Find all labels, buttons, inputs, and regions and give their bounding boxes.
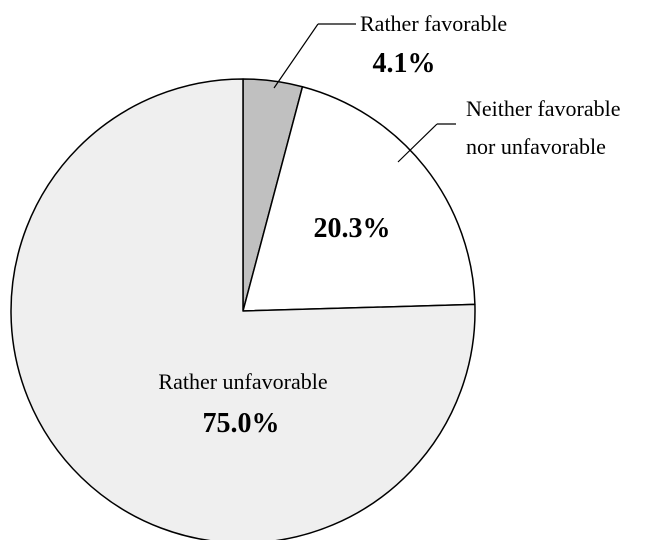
pie-slices: [10, 78, 476, 540]
slice-label-neither-line2: nor unfavorable: [466, 134, 606, 159]
slice-value-rather-favorable: 4.1%: [373, 48, 436, 79]
slice-value-rather-unfavorable: 75.0%: [203, 408, 280, 439]
pie-slice-neither-favorable-nor-unfavorable: [242, 86, 476, 312]
slice-label-rather-unfavorable: Rather unfavorable: [158, 369, 327, 394]
pie-slice-rather-unfavorable: [10, 78, 476, 540]
leader-line-rather-favorable: [273, 23, 319, 89]
leader-line-neither: [397, 123, 438, 163]
slice-label-neither-line1: Neither favorable: [466, 96, 621, 121]
slice-label-rather-favorable: Rather favorable: [360, 11, 507, 36]
slice-value-neither: 20.3%: [314, 213, 391, 244]
